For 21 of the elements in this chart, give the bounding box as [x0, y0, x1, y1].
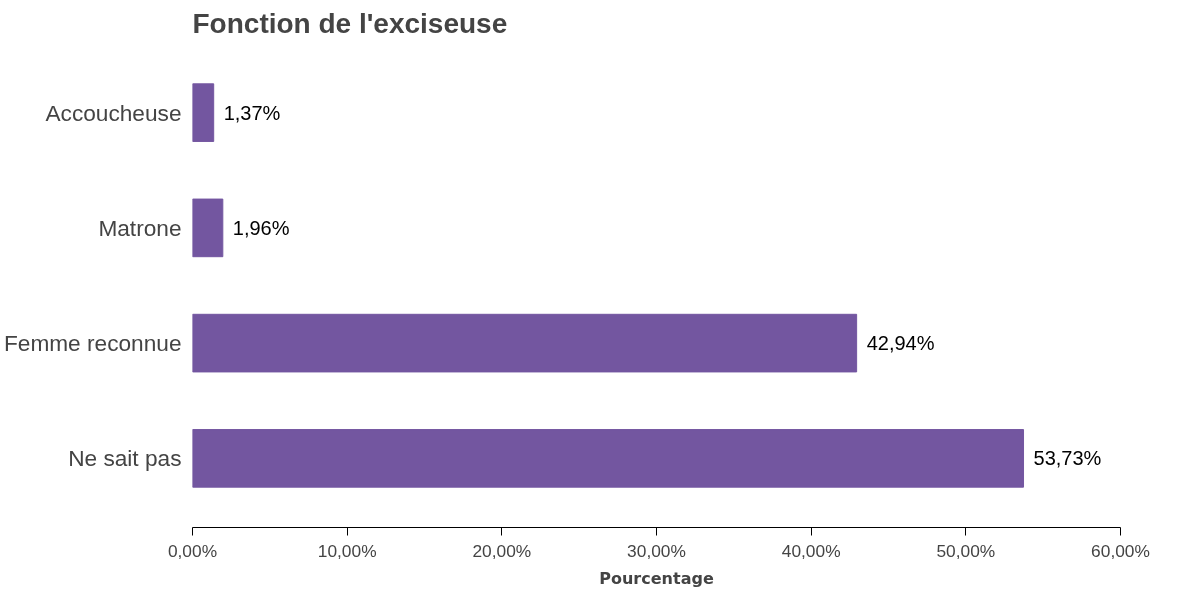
data-label: 1,96%	[232, 216, 290, 239]
y-tick-label: Matrone	[98, 214, 182, 241]
x-axis-title: Pourcentage	[599, 568, 714, 588]
x-tick-label: 60,00%	[1091, 540, 1150, 561]
y-tick-label: Accoucheuse	[45, 99, 182, 126]
data-label: 53,73%	[1033, 447, 1102, 470]
data-label: 42,94%	[866, 332, 935, 355]
bar	[192, 313, 858, 373]
x-tick-label: 30,00%	[627, 540, 686, 561]
x-tick-label: 0,00%	[167, 540, 218, 561]
data-label: 1,37%	[223, 101, 281, 124]
chart-title: Fonction de l'exciseuse	[192, 7, 508, 39]
bar	[192, 198, 224, 258]
bar	[192, 83, 215, 142]
y-tick-label: Femme reconnue	[3, 330, 182, 357]
x-tick-label: 20,00%	[472, 540, 532, 561]
bar	[192, 429, 1025, 488]
x-tick-label: 50,00%	[936, 540, 996, 561]
x-tick-label: 10,00%	[317, 540, 377, 561]
y-tick-label: Ne sait pas	[68, 445, 182, 472]
x-tick-label: 40,00%	[781, 540, 841, 561]
